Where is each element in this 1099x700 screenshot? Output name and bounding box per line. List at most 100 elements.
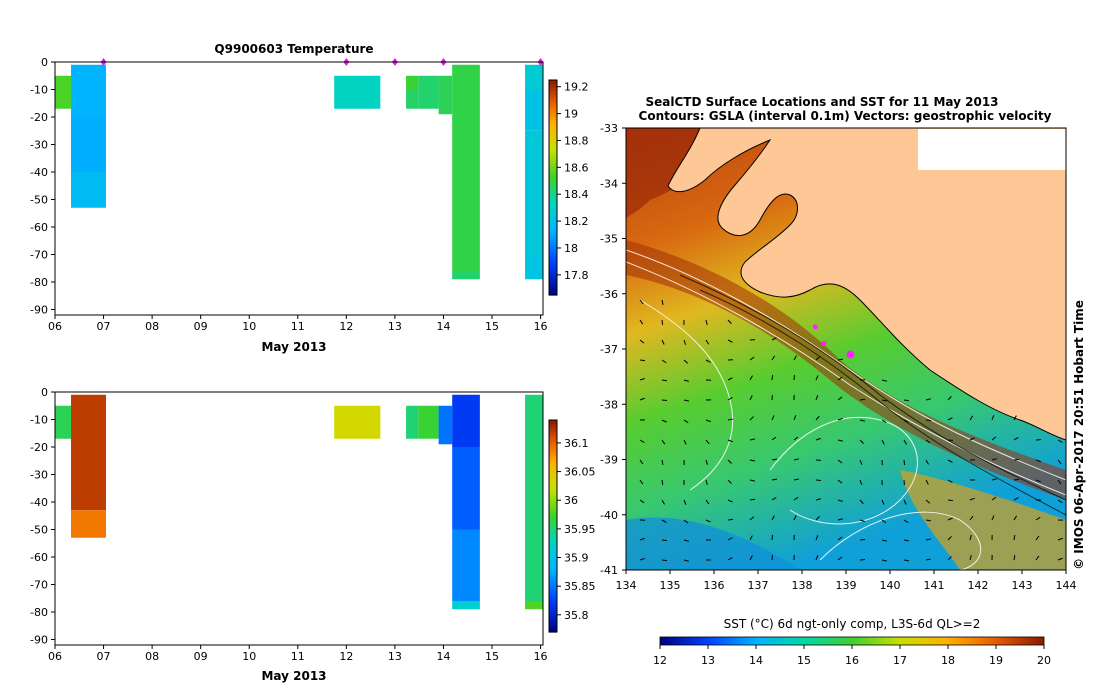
velocity-vector bbox=[705, 479, 708, 485]
velocity-vector bbox=[837, 358, 844, 361]
velocity-vector bbox=[793, 478, 799, 481]
x-tick-label: 14 bbox=[436, 650, 450, 663]
velocity-vector bbox=[749, 438, 755, 441]
colorbar-segment bbox=[549, 465, 557, 471]
colorbar-segment bbox=[549, 554, 557, 559]
colorbar-segment bbox=[549, 162, 557, 167]
profile-cell bbox=[452, 447, 480, 530]
latitude-tick-label: -40 bbox=[600, 509, 618, 522]
velocity-vector bbox=[661, 479, 664, 486]
velocity-vector bbox=[837, 499, 843, 502]
profile-cell bbox=[452, 601, 480, 610]
colorbar-segment bbox=[549, 529, 557, 534]
temperature-y-ticks: 0 -10 -20 -30 -40 -50 -60 -70 -80 -90 bbox=[30, 56, 55, 317]
velocity-vector bbox=[661, 519, 667, 523]
colorbar-segment bbox=[549, 273, 557, 278]
colorbar-segment bbox=[549, 144, 557, 149]
velocity-vector bbox=[749, 416, 754, 421]
velocity-vector bbox=[815, 479, 822, 482]
sst-colorbar-ticks: 12 13 14 15 16 17 18 19 20 bbox=[653, 645, 1051, 667]
colorbar-segment bbox=[549, 511, 557, 516]
velocity-vector bbox=[837, 518, 843, 521]
profile-cell bbox=[418, 405, 439, 439]
colorbar-segment bbox=[549, 223, 557, 228]
profile-cell bbox=[55, 405, 72, 439]
longitude-tick-label: 139 bbox=[836, 579, 857, 592]
latitude-tick-label: -39 bbox=[600, 454, 618, 467]
x-tick-label: 15 bbox=[485, 650, 499, 663]
longitude-tick-label: 142 bbox=[968, 579, 989, 592]
sst-colorbar-tick-label: 19 bbox=[989, 654, 1003, 667]
velocity-vector bbox=[793, 436, 799, 441]
velocity-vector bbox=[727, 459, 732, 464]
colorbar-segment bbox=[549, 557, 557, 562]
colorbar-segment bbox=[549, 469, 557, 474]
colorbar-segment bbox=[549, 480, 557, 485]
colorbar-segment bbox=[549, 501, 557, 506]
velocity-vector bbox=[947, 499, 954, 502]
velocity-vector bbox=[749, 356, 755, 361]
y-tick-label: -90 bbox=[30, 634, 48, 647]
temperature-cells bbox=[55, 64, 543, 280]
y-tick-label: -30 bbox=[30, 469, 48, 482]
colorbar-tick-label: 35.8 bbox=[564, 609, 589, 622]
colorbar-segment bbox=[549, 108, 557, 113]
velocity-vector bbox=[815, 415, 820, 421]
temperature-plot-frame bbox=[54, 61, 544, 316]
profile-cell bbox=[438, 75, 453, 115]
velocity-vector bbox=[903, 439, 907, 445]
colorbar-tick-label: 36.05 bbox=[564, 466, 596, 479]
velocity-vector bbox=[749, 555, 753, 561]
profile-cell bbox=[406, 75, 419, 90]
colorbar-segment bbox=[549, 101, 557, 106]
colorbar-segment bbox=[549, 504, 557, 509]
velocity-vector bbox=[683, 339, 687, 345]
velocity-vector bbox=[661, 499, 665, 505]
colorbar-segment bbox=[549, 284, 557, 289]
velocity-vector bbox=[727, 418, 734, 421]
longitude-tick-label: 135 bbox=[660, 579, 681, 592]
velocity-vector bbox=[947, 556, 952, 561]
x-tick-label: 14 bbox=[436, 320, 450, 333]
x-tick-label: 12 bbox=[339, 650, 353, 663]
velocity-vector bbox=[1057, 537, 1063, 541]
colorbar-segment bbox=[549, 603, 557, 608]
colorbar-segment bbox=[549, 494, 557, 499]
velocity-vector bbox=[639, 359, 646, 362]
velocity-vector bbox=[793, 458, 799, 461]
latitude-tick-label: -36 bbox=[600, 288, 618, 301]
colorbar-segment bbox=[549, 194, 557, 199]
velocity-vector bbox=[1013, 458, 1020, 461]
colorbar-segment bbox=[549, 126, 557, 131]
colorbar-segment bbox=[549, 219, 557, 224]
velocity-vector bbox=[1057, 479, 1062, 485]
profile-cell bbox=[525, 254, 543, 280]
colorbar-segment bbox=[549, 547, 557, 552]
velocity-vector bbox=[837, 459, 843, 464]
velocity-vector bbox=[771, 436, 777, 441]
y-tick-label: 0 bbox=[41, 386, 48, 399]
colorbar-segment bbox=[549, 180, 557, 185]
colorbar-segment bbox=[549, 173, 557, 178]
velocity-vector bbox=[881, 519, 887, 524]
x-tick-label: 13 bbox=[388, 650, 402, 663]
velocity-vector bbox=[947, 396, 952, 401]
velocity-vector bbox=[749, 535, 753, 541]
velocity-vector bbox=[683, 419, 689, 424]
sst-colorbar-tick-label: 16 bbox=[845, 654, 859, 667]
velocity-vector bbox=[859, 479, 863, 485]
velocity-vector bbox=[903, 559, 910, 562]
profile-cell bbox=[406, 405, 419, 439]
latitude-tick-label: -41 bbox=[600, 564, 618, 577]
velocity-vector bbox=[881, 419, 887, 424]
velocity-vector bbox=[771, 374, 774, 381]
velocity-vector bbox=[705, 459, 708, 465]
velocity-vector bbox=[727, 439, 733, 443]
velocity-vector bbox=[771, 496, 777, 501]
colorbar-segment bbox=[549, 212, 557, 217]
colorbar-frame bbox=[548, 419, 558, 633]
colorbar-segment bbox=[549, 169, 557, 174]
sst-colorbar-label: SST (°C) 6d ngt-only comp, L3S-6d QL>=2 bbox=[724, 617, 981, 631]
longitude-tick-label: 137 bbox=[748, 579, 769, 592]
velocity-vector bbox=[881, 439, 885, 445]
